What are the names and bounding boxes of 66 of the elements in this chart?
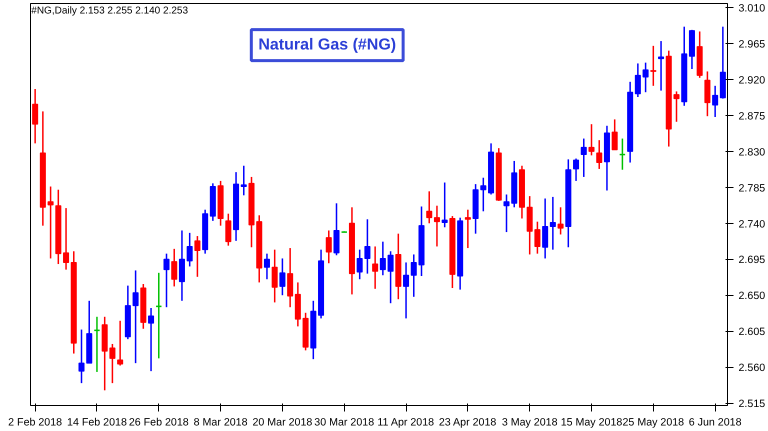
y-tick-label: 2.965 (738, 38, 766, 50)
candlestick (442, 182, 448, 228)
candlestick (558, 206, 564, 236)
candlestick (32, 88, 38, 144)
y-tick-label: 2.695 (738, 254, 766, 266)
candlestick (426, 190, 432, 224)
candlestick (372, 246, 378, 290)
x-tick-label: 2 Feb 2018 (8, 416, 62, 428)
candlestick (580, 138, 587, 178)
y-tick-label: 2.785 (738, 182, 766, 194)
y-tick-label: 2.515 (738, 398, 766, 410)
candlestick (542, 198, 548, 260)
x-tick-label: 15 May 2018 (560, 416, 622, 428)
candlestick (573, 158, 580, 182)
candlestick (464, 208, 471, 249)
text: Natural Gas (#NG) (258, 36, 396, 54)
x-tick-label: 26 Feb 2018 (128, 416, 189, 428)
candlestick (534, 220, 540, 254)
candlestick (704, 70, 710, 117)
candlestick (155, 272, 162, 360)
x-tick-label: 8 Mar 2018 (194, 416, 248, 428)
x-tick-label: 30 Mar 2018 (314, 416, 374, 428)
candlestick (272, 248, 278, 304)
candlestick (712, 85, 718, 118)
y-tick-label: 2.830 (738, 146, 766, 158)
x-tick-label: 14 Feb 2018 (67, 416, 127, 428)
x-tick-label: 20 Mar 2018 (252, 416, 312, 428)
candlestick (94, 316, 100, 373)
candlestick (264, 252, 270, 280)
y-tick-label: 2.875 (738, 110, 766, 122)
candlestick (117, 320, 124, 366)
x-tick-label: 23 Apr 2018 (438, 416, 496, 428)
x-tick-label: 3 May 2018 (502, 416, 558, 428)
candlestick (650, 45, 656, 87)
x-tick-label: 6 Jun 2018 (688, 416, 742, 428)
candlestick (148, 307, 154, 372)
candlestick (596, 139, 602, 170)
candlestick (550, 196, 556, 250)
annotation: #NG,Daily 2.153 2.255 2.140 2.253 (31, 6, 188, 17)
candlestick (225, 212, 232, 246)
candlestick (109, 343, 116, 384)
candlestick (78, 328, 85, 384)
candlestick (356, 248, 363, 280)
candlestick (588, 123, 595, 156)
candlestick (434, 204, 440, 248)
x-tick-label: 11 Apr 2018 (377, 416, 434, 428)
y-tick-label: 2.605 (738, 326, 766, 338)
candlestick (364, 218, 370, 274)
candlestick (326, 230, 332, 264)
candlestick (618, 138, 626, 170)
candlestick (333, 202, 340, 256)
y-tick-label: 2.740 (738, 218, 766, 230)
candlestick (194, 235, 200, 278)
y-tick-label: 2.920 (738, 74, 766, 86)
candlestick (240, 164, 247, 196)
candlestick (658, 40, 664, 92)
candlestick (287, 247, 294, 308)
candlestick (612, 118, 618, 151)
y-tick-label: 3.010 (738, 2, 766, 14)
candlestick (403, 262, 410, 320)
candlestick (163, 252, 170, 308)
candlestick (171, 248, 178, 288)
y-tick-label: 2.650 (738, 290, 766, 302)
y-tick-label: 2.560 (738, 362, 766, 374)
x-tick-label: 25 May 2018 (622, 416, 684, 428)
candlestick (279, 258, 286, 296)
